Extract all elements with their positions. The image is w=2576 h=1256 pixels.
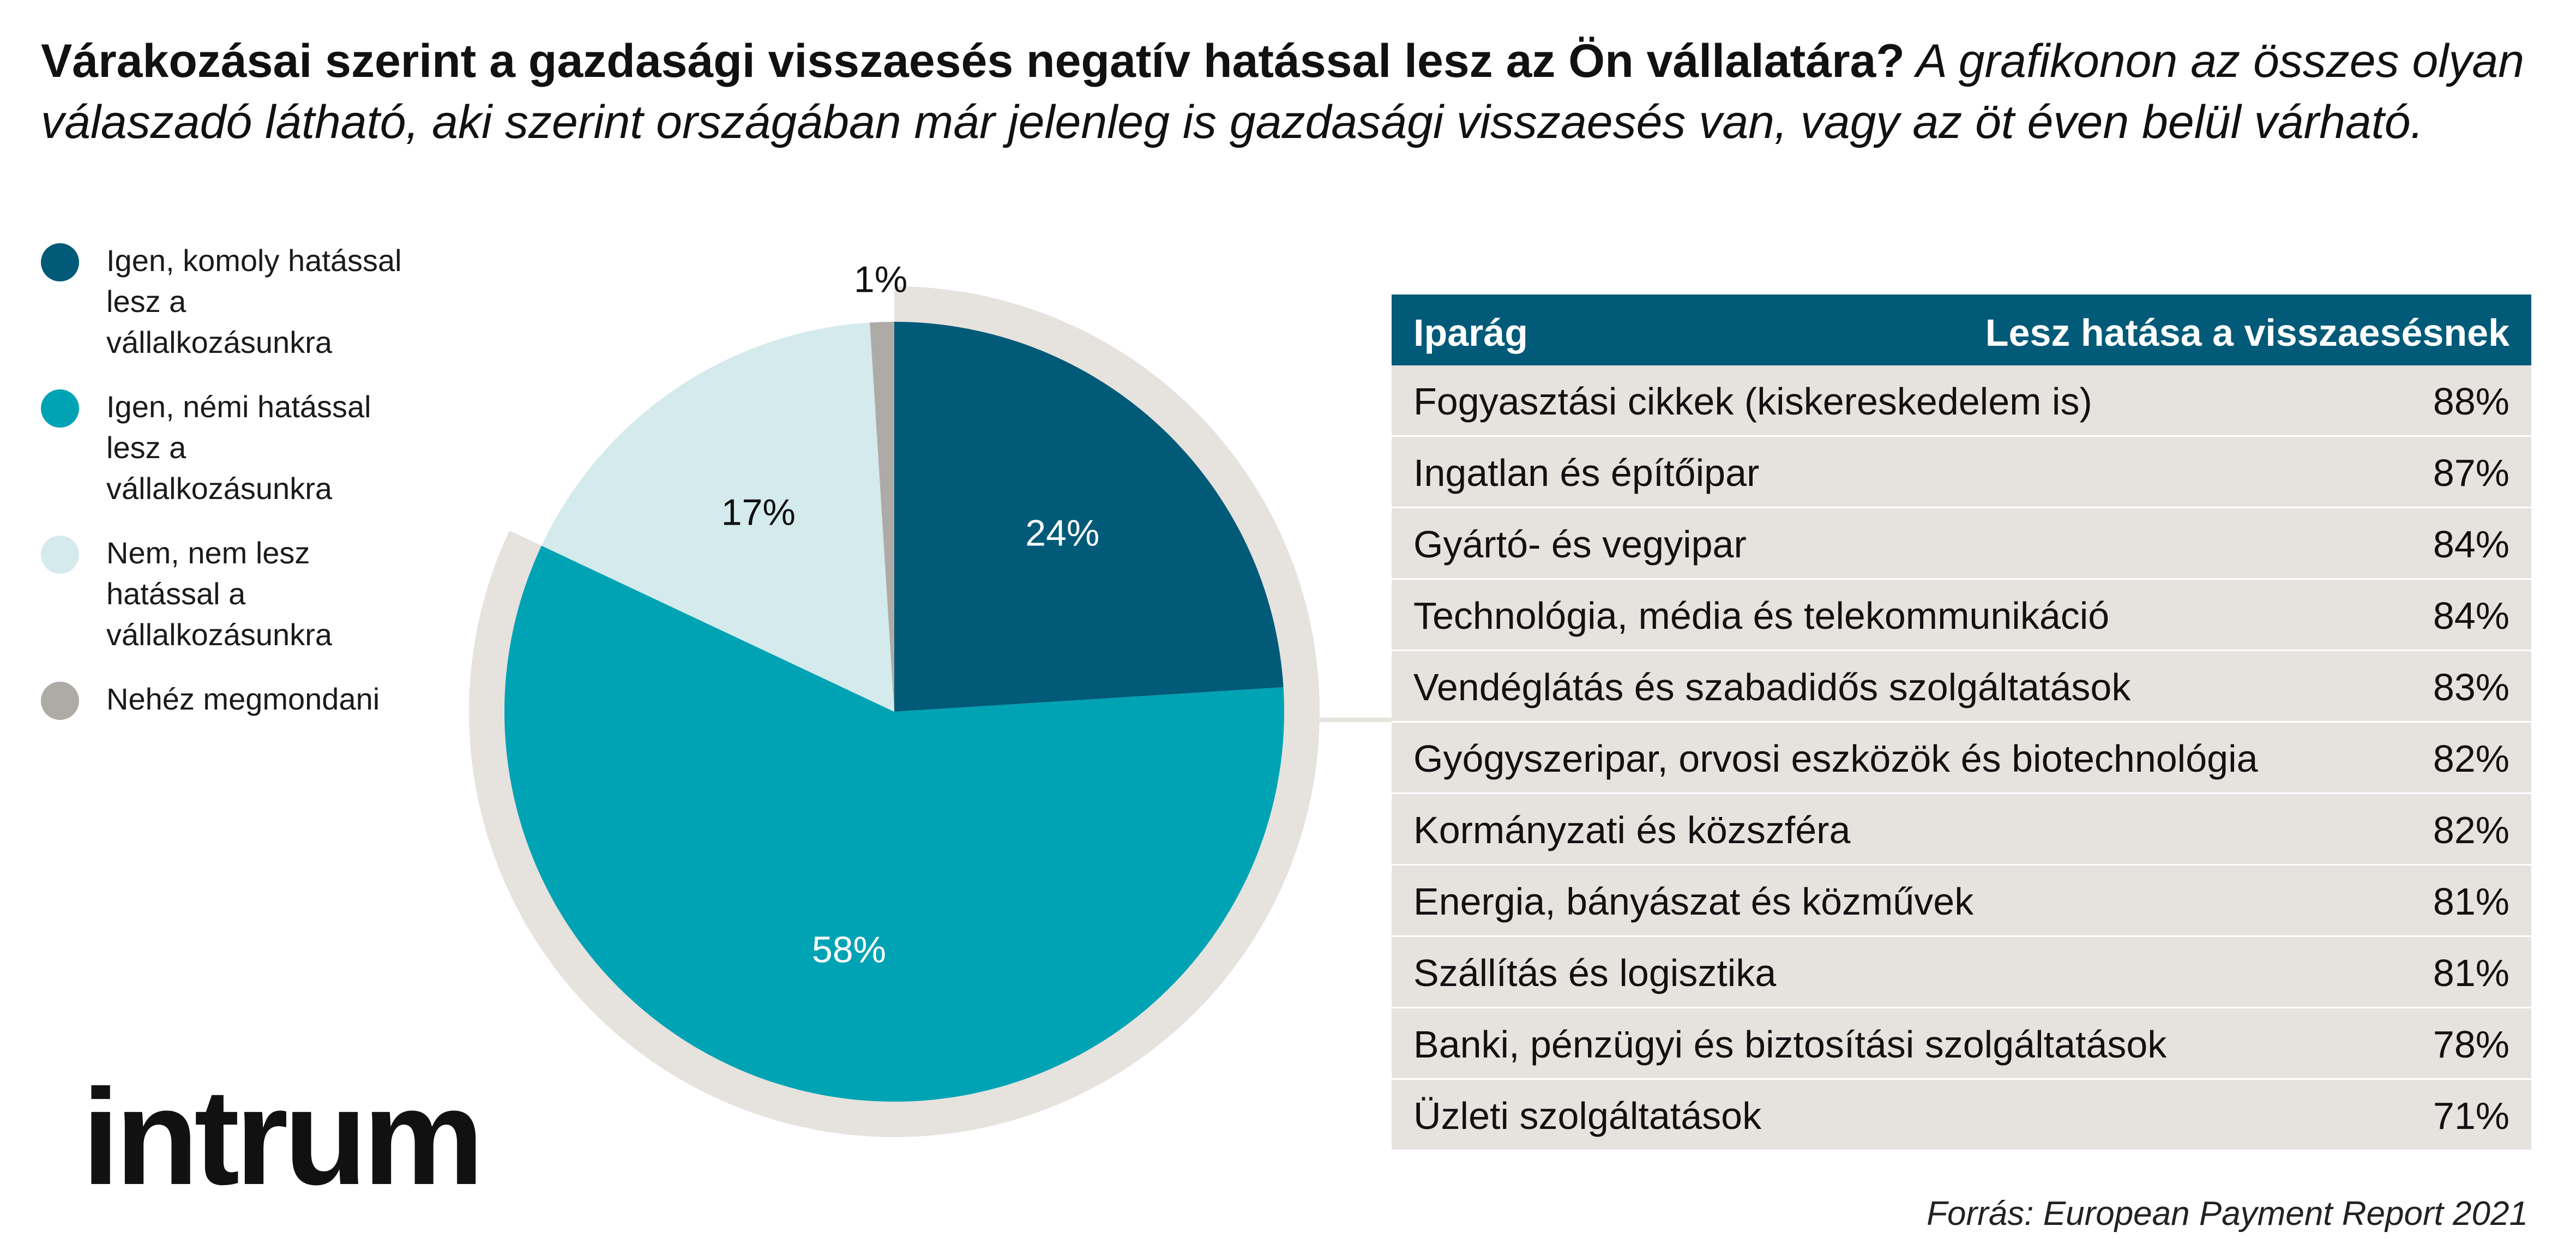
row-value: 82% — [2433, 809, 2509, 851]
slice-label: 24% — [1025, 513, 1099, 554]
table-row: Gyógyszeripar, orvosi eszközök és biotec… — [1392, 723, 2531, 794]
table-row: Energia, bányászat és közművek 81% — [1392, 866, 2531, 937]
row-industry: Üzleti szolgáltatások — [1413, 1095, 1762, 1137]
pie-slice — [870, 322, 894, 712]
legend-label-none: Nem, nem lesz hatással a vállalkozásunkr… — [106, 536, 332, 652]
row-industry: Technológia, média és telekommunikáció — [1413, 594, 2110, 637]
row-industry: Fogyasztási cikkek (kiskereskedelem is) — [1413, 380, 2092, 423]
row-industry: Energia, bányászat és közművek — [1413, 880, 1974, 923]
row-industry: Vendéglátás és szabadidős szolgáltatások — [1413, 666, 2131, 708]
pie-slice — [504, 545, 1285, 1102]
table-row: Gyártó- és vegyipar 84% — [1392, 508, 2531, 580]
slice-label: 17% — [721, 491, 796, 533]
row-industry: Ingatlan és építőipar — [1413, 452, 1760, 494]
pie-slice — [894, 322, 1284, 712]
row-value: 84% — [2433, 594, 2509, 637]
slice-label: 58% — [812, 929, 886, 970]
row-value: 71% — [2433, 1095, 2509, 1137]
headline: Várakozásai szerint a gazdasági visszaes… — [41, 31, 2527, 153]
header-impact: Lesz hatása a visszaesésnek — [1985, 311, 2509, 354]
intrum-logo: intrum — [82, 1061, 484, 1213]
source-note: Forrás: European Payment Report 2021 — [1927, 1195, 2528, 1233]
table-row: Ingatlan és építőipar 87% — [1392, 437, 2531, 508]
row-value: 81% — [2433, 952, 2509, 994]
legend-label-unsure: Nehéz megmondani — [106, 682, 380, 716]
headline-question: Várakozásai szerint a gazdasági visszaes… — [41, 35, 1905, 87]
row-value: 78% — [2433, 1023, 2509, 1066]
legend-label-serious: Igen, komoly hatással lesz a vállalkozás… — [106, 243, 402, 359]
pie-slices — [504, 322, 1285, 1102]
row-industry: Banki, pénzügyi és biztosítási szolgálta… — [1413, 1023, 2167, 1066]
row-industry: Gyártó- és vegyipar — [1413, 523, 1747, 566]
row-value: 88% — [2433, 380, 2509, 423]
pie-labels: 24% 58% 17% 1% — [721, 259, 1100, 971]
row-value: 81% — [2433, 880, 2509, 923]
table-row: Technológia, média és telekommunikáció 84… — [1392, 580, 2531, 651]
table-row: Szállítás és logisztika 81% — [1392, 937, 2531, 1008]
table-row: Üzleti szolgáltatások 71% — [1392, 1080, 2531, 1151]
headline-description: A grafikonon az összes olyan válaszadó l… — [41, 35, 2525, 148]
slice-label: 1% — [854, 259, 907, 301]
row-industry: Gyógyszeripar, orvosi eszközök és biotec… — [1413, 737, 2258, 780]
row-value: 82% — [2433, 737, 2509, 780]
row-industry: Szállítás és logisztika — [1413, 952, 1777, 994]
row-value: 84% — [2433, 523, 2509, 566]
legend-swatch-none — [41, 536, 79, 574]
table-row: Fogyasztási cikkek (kiskereskedelem is) 8… — [1392, 365, 2531, 437]
legend-swatch-some — [41, 389, 79, 428]
header-industry: Iparág — [1413, 311, 1528, 354]
table-row: Vendéglátás és szabadidős szolgáltatások… — [1392, 651, 2531, 723]
row-industry: Kormányzati és közszféra — [1413, 809, 1851, 851]
legend-swatch-serious — [41, 243, 79, 281]
table-row: Banki, pénzügyi és biztosítási szolgálta… — [1392, 1008, 2531, 1080]
legend-label-some: Igen, némi hatással lesz a vállalkozásun… — [106, 389, 371, 506]
pie-slice — [541, 322, 894, 712]
legend-swatch-unsure — [41, 682, 79, 720]
table-header: Iparág Lesz hatása a visszaesésnek — [1392, 295, 2531, 365]
industry-table: Iparág Lesz hatása a visszaesésnek Fogya… — [1392, 295, 2531, 1151]
row-value: 87% — [2433, 452, 2509, 494]
row-value: 83% — [2433, 666, 2509, 708]
table-row: Kormányzati és közszféra 82% — [1392, 794, 2531, 866]
